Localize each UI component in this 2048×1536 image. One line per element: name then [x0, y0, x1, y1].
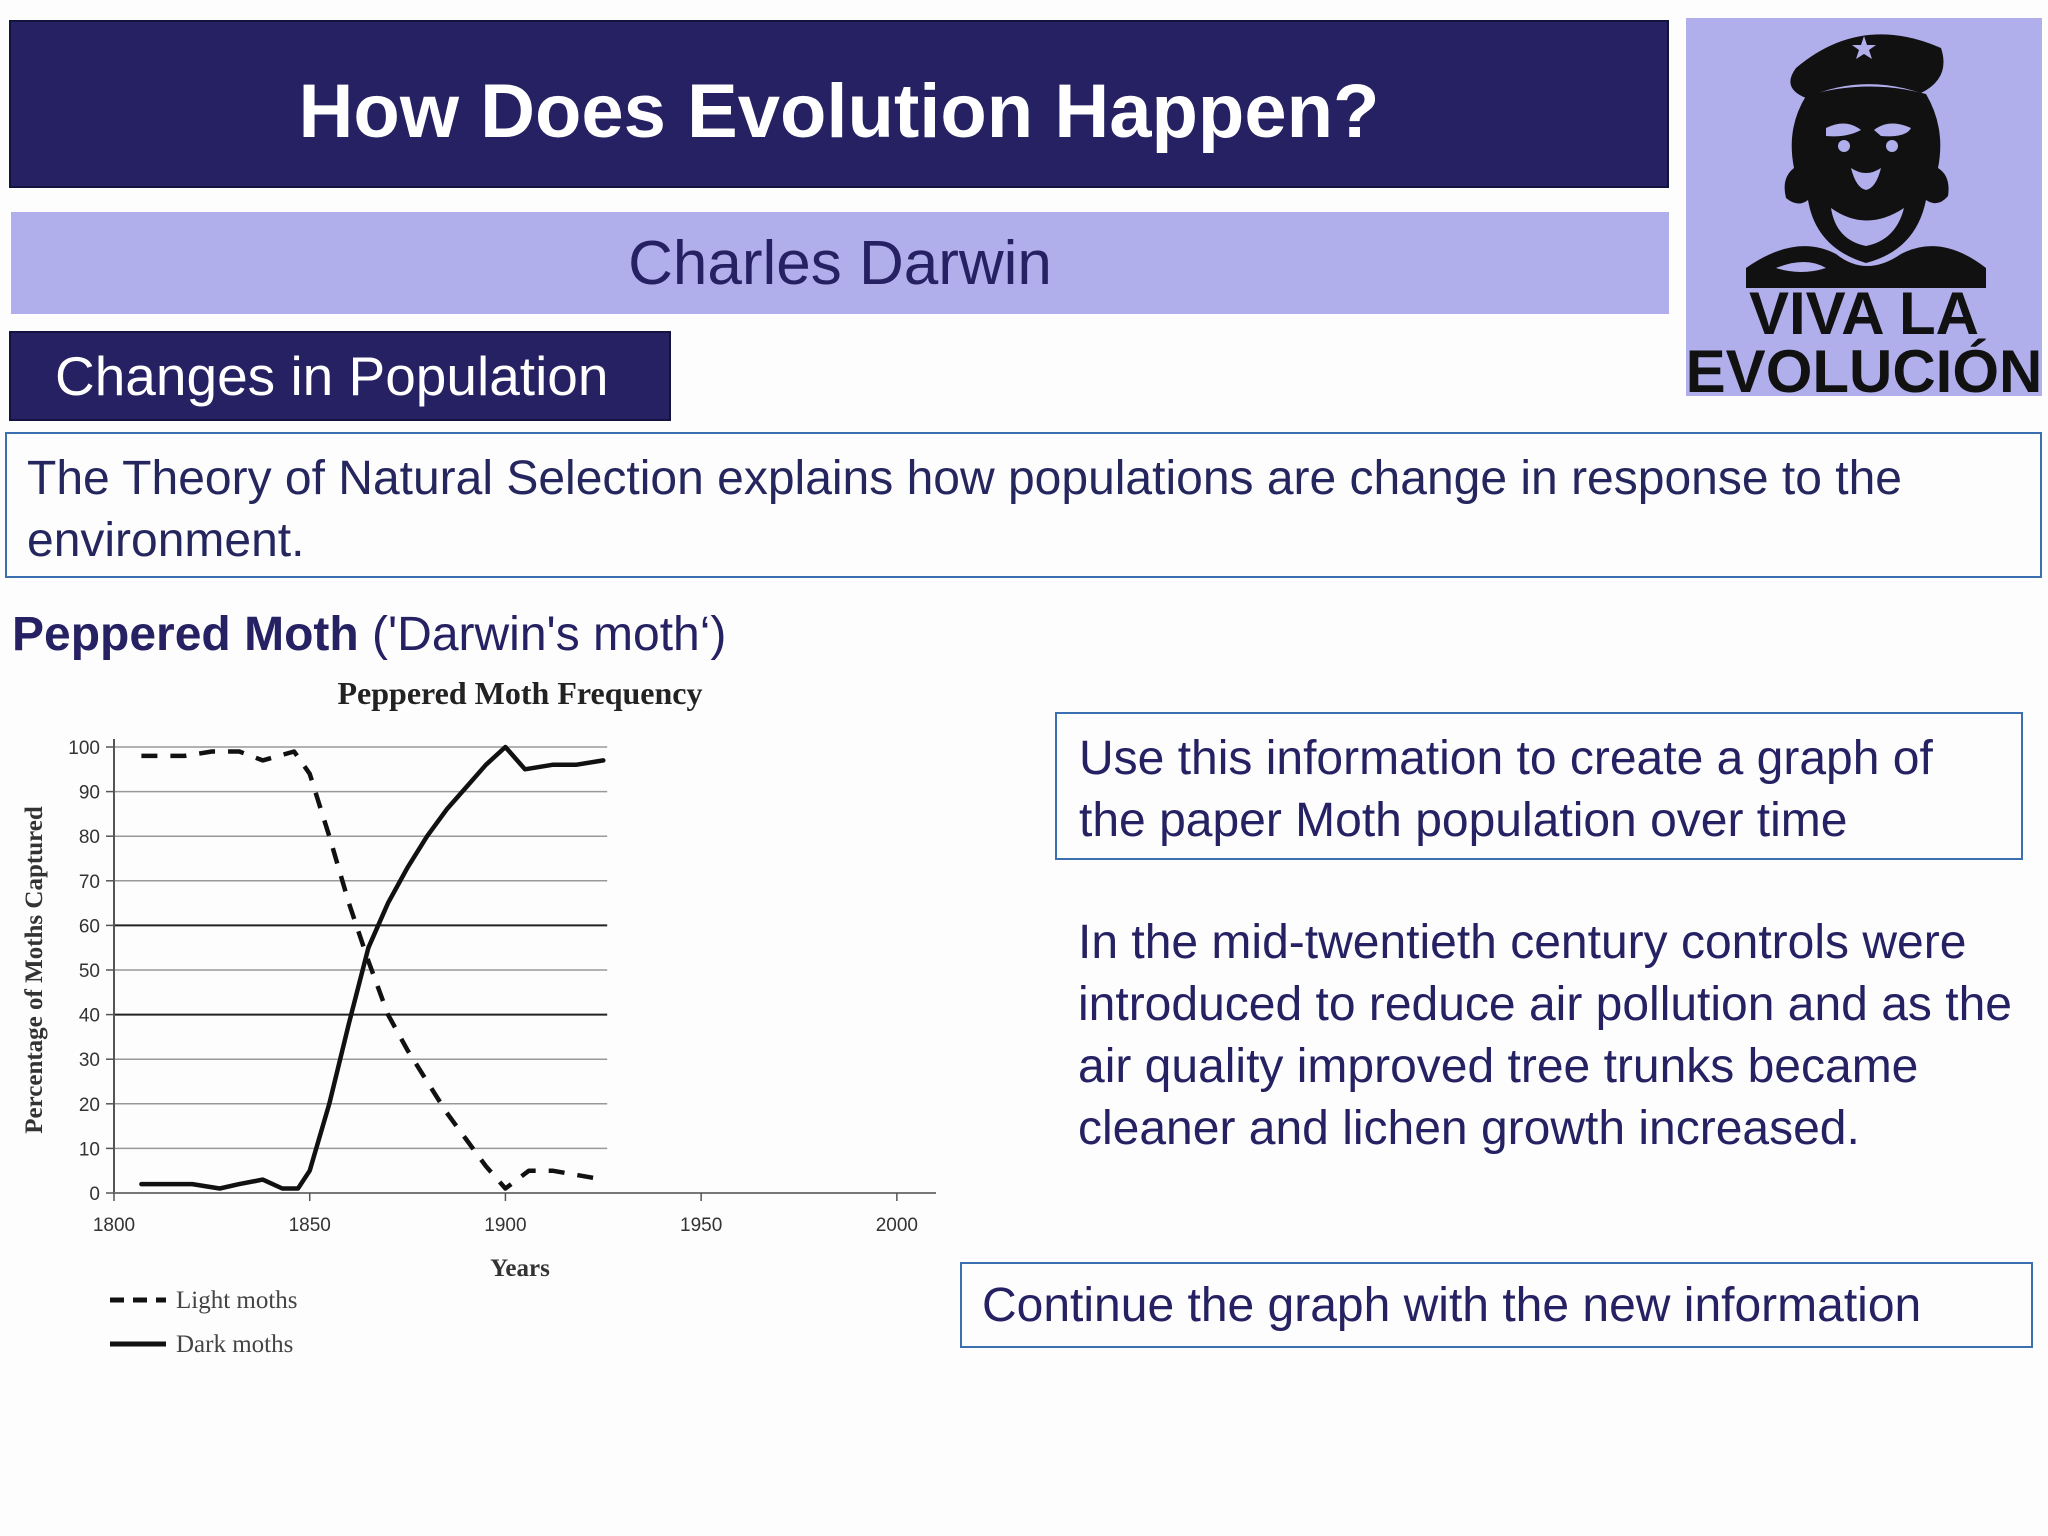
page-subtitle: Charles Darwin — [628, 228, 1052, 298]
x-tick-label: 2000 — [876, 1215, 918, 1236]
chart-labels: 0 10 20 30 40 50 60 70 80 90 100 1800 1850 1900 1950 20… — [21, 675, 918, 1282]
x-tick-label: 1950 — [680, 1215, 722, 1236]
y-tick-label: 100 — [68, 738, 100, 759]
section-tab: Changes in Population — [9, 331, 671, 421]
chart-legend: Light moths Dark moths — [110, 1287, 298, 1358]
chart-title: Peppered Moth Frequency — [338, 675, 703, 711]
continue-text: Continue the graph with the new informat… — [982, 1279, 1922, 1332]
logo-line-1: VIVA LA — [1749, 280, 1979, 347]
y-tick-label: 40 — [79, 1006, 100, 1027]
chimpanzee-revolutionary-icon: VIVA LA EVOLUCIÓN — [1686, 34, 2042, 396]
intro-text-box: The Theory of Natural Selection explains… — [5, 432, 2042, 578]
series-line-dark-moths — [139, 744, 606, 1191]
y-tick-label: 10 — [79, 1139, 100, 1160]
legend-label: Light moths — [176, 1287, 298, 1314]
x-tick-label: 1900 — [484, 1215, 526, 1236]
continue-instruction-box: Continue the graph with the new informat… — [960, 1262, 2033, 1348]
y-tick-label: 0 — [89, 1184, 100, 1205]
chart-axes — [106, 739, 936, 1201]
x-tick-label: 1800 — [93, 1215, 135, 1236]
y-tick-label: 30 — [79, 1050, 100, 1071]
y-tick-label: 50 — [79, 961, 100, 982]
chart-series — [139, 744, 606, 1191]
moth-heading-bold: Peppered Moth — [12, 608, 359, 661]
y-axis-label: Percentage of Moths Captured — [21, 806, 48, 1134]
legend-label: Dark moths — [176, 1331, 293, 1358]
logo-line-2: EVOLUCIÓN — [1686, 338, 2042, 396]
y-tick-label: 80 — [79, 827, 100, 848]
title-banner: How Does Evolution Happen? — [9, 20, 1669, 188]
subtitle-banner: Charles Darwin — [11, 212, 1669, 314]
y-tick-label: 60 — [79, 916, 100, 937]
intro-text: The Theory of Natural Selection explains… — [27, 452, 1902, 567]
x-axis-label: Years — [490, 1255, 550, 1282]
y-tick-label: 70 — [79, 872, 100, 893]
x-tick-label: 1850 — [289, 1215, 331, 1236]
series-line-light-moths — [141, 749, 604, 1191]
y-tick-label: 90 — [79, 783, 100, 804]
info-paragraph: In the mid-twentieth century controls we… — [1078, 916, 2012, 1155]
moth-heading: Peppered Moth ('Darwin's moth‘) — [12, 604, 726, 666]
page-title: How Does Evolution Happen? — [298, 68, 1380, 154]
viva-la-evolucion-logo: VIVA LA EVOLUCIÓN — [1686, 18, 2042, 396]
task-instruction-box: Use this information to create a graph o… — [1055, 712, 2023, 860]
y-tick-label: 20 — [79, 1095, 100, 1116]
task-text: Use this information to create a graph o… — [1079, 732, 1933, 847]
chart-svg: 0 10 20 30 40 50 60 70 80 90 100 1800 1850 1900 1950 20… — [21, 675, 936, 1358]
moth-frequency-chart: 0 10 20 30 40 50 60 70 80 90 100 1800 1850 1900 1950 20… — [14, 668, 944, 1368]
section-label: Changes in Population — [55, 345, 609, 407]
moth-heading-rest: ('Darwin's moth‘) — [358, 608, 727, 661]
chart-gridlines — [114, 746, 608, 1150]
